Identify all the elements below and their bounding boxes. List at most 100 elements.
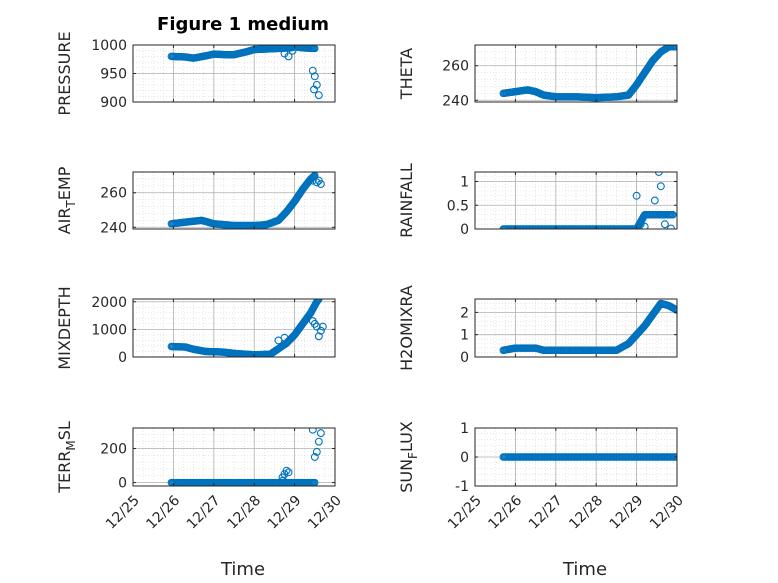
outlier-point — [636, 220, 645, 229]
data-point — [315, 299, 323, 303]
x-tick-label: 12/26 — [485, 493, 525, 533]
outlier-point — [280, 333, 289, 342]
outlier-point — [312, 447, 321, 456]
plot-area — [167, 45, 323, 100]
y-tick-label: 1000 — [91, 322, 127, 338]
panel-3: 240 260 AIRTEMP — [55, 166, 336, 236]
y-axis-label: PRESSURE — [55, 31, 74, 115]
y-tick-label: 240 — [100, 220, 127, 236]
outlier-point — [312, 322, 321, 331]
plot-area — [167, 299, 327, 357]
y-tick-label: -1 — [455, 479, 469, 495]
y-tick-label: 1000 — [91, 38, 127, 54]
y-tick-label: 240 — [442, 93, 469, 109]
outlier-point — [660, 220, 669, 229]
y-axis-label: SUNFLUX — [397, 421, 420, 493]
x-tick-label: 12/25 — [103, 493, 143, 533]
data-point — [314, 299, 322, 304]
x-tick-label: 12/28 — [224, 493, 264, 533]
x-tick-label: 12/30 — [305, 493, 345, 533]
y-tick-label: 1 — [460, 421, 469, 437]
outlier-point — [282, 466, 291, 475]
y-tick-label: 0 — [460, 450, 469, 466]
data-point — [669, 211, 677, 219]
axes-box — [132, 171, 336, 230]
outlier-point — [632, 191, 641, 200]
y-axis-label: MIXDEPTH — [55, 286, 74, 369]
panel-4: 0 0.5 1 RAINFALL — [397, 163, 678, 238]
panel-7: 0 200 12/25 12/26 12/27 12/28 12/29 12/30 TERRMS… — [55, 421, 345, 532]
y-tick-label: 0 — [118, 350, 127, 366]
y-tick-label: 0 — [118, 476, 127, 492]
y-axis-label: RAINFALL — [397, 163, 416, 238]
x-tick-label: 12/29 — [607, 493, 647, 533]
outlier-point — [640, 222, 649, 229]
y-tick-label: 260 — [442, 59, 469, 75]
axes-box — [132, 298, 336, 358]
panel-6: 0 1 2 H2OMIXRA — [397, 285, 678, 371]
y-tick-label: 1 — [460, 175, 469, 191]
plot-area — [499, 172, 677, 229]
outlier-point — [312, 178, 321, 187]
axes-box — [132, 427, 336, 487]
outlier-point — [310, 453, 319, 461]
y-tick-label: 0.5 — [447, 198, 469, 214]
plot-area — [499, 299, 677, 355]
plot-area — [499, 45, 677, 102]
outlier-point — [656, 182, 665, 191]
panel-8: -1 0 1 12/25 12/26 12/27 12/28 12/29 12/30 SUNFLU… — [397, 421, 687, 532]
y-tick-label: 2000 — [91, 295, 127, 311]
x-tick-label: 12/29 — [265, 493, 305, 533]
outlier-point — [284, 52, 293, 61]
outlier-point — [318, 322, 327, 331]
x-tick-label: 12/30 — [647, 493, 687, 533]
y-axis-label: H2OMIXRA — [397, 285, 416, 371]
data-point — [313, 299, 322, 305]
axes-box — [474, 44, 678, 103]
outlier-point — [314, 332, 323, 341]
axes-box — [474, 298, 678, 358]
outlier-point — [314, 437, 323, 446]
outlier-point — [288, 46, 297, 55]
y-tick-label: 950 — [100, 67, 127, 83]
outlier-point — [314, 91, 323, 100]
y-axis-label: AIRTEMP — [55, 166, 78, 234]
outlier-point — [284, 468, 293, 477]
x-axis-label-right: Time — [562, 559, 607, 580]
y-tick-label: 2 — [460, 305, 469, 321]
y-tick-label: 0 — [460, 350, 469, 366]
y-tick-label: 200 — [100, 441, 127, 457]
data-point — [308, 173, 317, 182]
outlier-point — [650, 196, 659, 205]
x-tick-label: 12/26 — [143, 493, 183, 533]
outlier-point — [310, 72, 319, 81]
outlier-point — [316, 429, 325, 438]
y-axis-label: THETA — [397, 48, 416, 100]
x-tick-label: 12/28 — [566, 493, 606, 533]
plot-area — [499, 453, 677, 461]
x-tick-label: 12/27 — [526, 493, 566, 533]
outlier-point — [316, 180, 325, 189]
outlier-point — [278, 476, 287, 485]
outlier-point — [308, 428, 317, 434]
x-tick-label: 12/25 — [445, 493, 485, 533]
y-axis-label: TERRMSL — [55, 421, 78, 494]
outlier-point — [310, 85, 318, 94]
plot-area — [167, 172, 325, 229]
plot-area — [167, 428, 325, 486]
y-tick-label: 260 — [100, 186, 127, 202]
outlier-point — [308, 176, 317, 185]
data-point — [309, 173, 317, 181]
panel-1: 900 950 1000 PRESSURE — [55, 31, 336, 116]
y-tick-label: 900 — [100, 95, 127, 111]
outlier-point — [316, 326, 325, 335]
y-tick-label: 1 — [460, 328, 469, 344]
y-tick-label: 0 — [460, 222, 469, 238]
x-axis-label-left: Time — [220, 559, 265, 580]
data-point — [310, 172, 318, 180]
figure-title: Figure 1 medium — [157, 14, 329, 35]
axes-box — [474, 171, 678, 230]
x-tick-label: 12/27 — [184, 493, 224, 533]
panel-5: 0 1000 2000 MIXDEPTH — [55, 286, 336, 370]
